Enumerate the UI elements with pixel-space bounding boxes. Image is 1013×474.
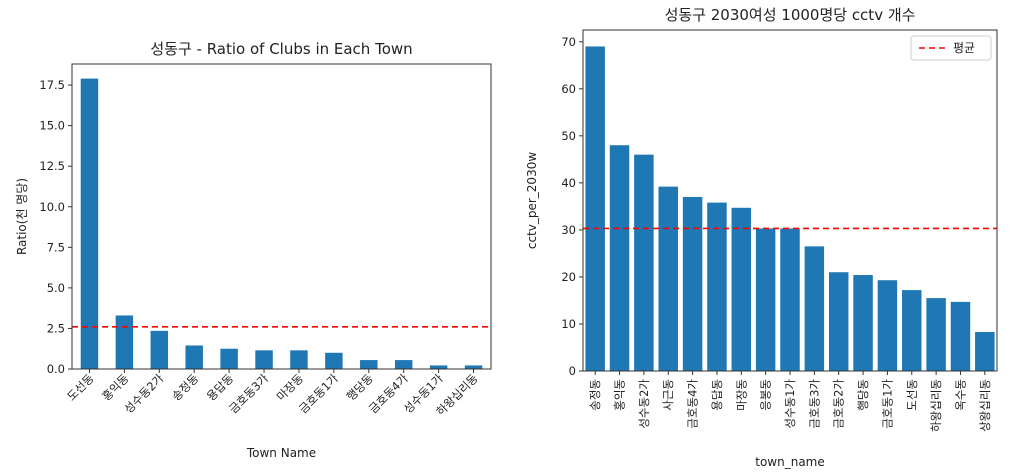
bar-금호동3가 [255, 350, 273, 369]
bar-용답동 [220, 348, 238, 369]
x-tick-label: 하왕십리동 [929, 379, 943, 432]
y-tick-label: 60 [561, 82, 576, 96]
y-tick-label: 30 [561, 223, 576, 237]
bar-금호동4가 [682, 196, 703, 371]
x-tick-label: 성수동2가 [637, 379, 651, 429]
bar-하왕십리동 [464, 365, 483, 369]
x-tick-label: 홍익동 [99, 371, 131, 403]
x-tick-label: 금호동3가 [807, 379, 821, 429]
y-tick-label: 5.0 [47, 281, 65, 295]
bar-용답동 [707, 202, 727, 371]
x-tick-label: 성수동2가 [121, 371, 166, 416]
y-tick-label: 0 [569, 364, 576, 378]
x-tick-label: 금호동2가 [832, 379, 846, 429]
bar-홍익동 [609, 145, 630, 371]
x-tick-label: 도선동 [64, 371, 96, 403]
y-tick-label: 17.5 [39, 78, 65, 92]
y-tick-label: 0.0 [47, 362, 65, 376]
club-ratio-chart: 성동구 - Ratio of Clubs in Each Town 0.0 2.5 5… [14, 40, 492, 460]
bar-행당동 [360, 360, 378, 369]
x-tick-label: 금호동3가 [226, 371, 271, 416]
bar-금호동1가 [325, 352, 343, 369]
y-tick-label: 70 [561, 35, 576, 49]
y-tick-label: 20 [561, 270, 576, 284]
y-axis-label: Ratio(천 명당) [14, 178, 29, 255]
y-tick-label: 40 [561, 176, 576, 190]
chart-title: 성동구 - Ratio of Clubs in Each Town [150, 40, 412, 58]
x-tick-label: 금호동4가 [686, 379, 700, 429]
bar-금호동3가 [804, 246, 825, 371]
y-tick-label: 15.0 [39, 119, 65, 133]
x-axis-label: Town Name [246, 446, 316, 460]
bar-금호동2가 [828, 272, 849, 371]
x-tick-label: 용답동 [204, 371, 236, 403]
bar-응봉동 [755, 228, 776, 371]
x-tick-label: 송정동 [588, 379, 602, 411]
y-tick-label: 12.5 [39, 159, 65, 173]
bar-마장동 [290, 350, 308, 369]
x-tick-label: 용답동 [710, 379, 724, 411]
bar-도선동 [902, 290, 922, 371]
x-tick-label: 마장동 [734, 379, 748, 411]
x-tick-label: 사근동 [661, 379, 675, 411]
bar-성수동1가 [780, 228, 800, 371]
y-tick-label: 2.5 [47, 321, 65, 335]
bar-금호동4가 [394, 360, 413, 369]
bar-하왕십리동 [926, 298, 946, 371]
bar-성수동1가 [429, 365, 448, 369]
x-tick-label: 성수동1가 [783, 379, 797, 429]
x-tick-label: 마장동 [274, 371, 306, 403]
legend-box [910, 35, 992, 61]
bar-마장동 [731, 207, 752, 371]
x-tick-label: 상왕십리동 [978, 379, 992, 432]
bar-도선동 [80, 78, 99, 369]
x-tick-label: 옥수동 [953, 379, 967, 411]
x-tick-label: 금호동1가 [880, 379, 894, 429]
cctv-ratio-chart: 성동구 2030여성 1000명당 cctv 개수 0 10 20 30 40 50 60 70… [525, 6, 998, 469]
bar-홍익동 [115, 315, 134, 369]
x-tick-label: 행당동 [344, 371, 376, 403]
y-tick-label: 10.0 [39, 200, 65, 214]
bar-행당동 [853, 275, 873, 371]
right-chart-panel: 성동구 2030여성 1000명당 cctv 개수 0 10 20 30 40 50 60 70… [505, 0, 1013, 470]
bar-성수동2가 [150, 330, 169, 369]
bar-상왕십리동 [975, 331, 995, 371]
bar-옥수동 [950, 301, 971, 371]
bar-금호동1가 [877, 280, 898, 371]
legend: 평균 [910, 35, 992, 61]
x-tick-label: 행당동 [856, 379, 870, 411]
y-tick-label: 10 [561, 317, 576, 331]
y-axis-label: cctv_per_2030w [525, 152, 539, 249]
x-axis-label: town_name [755, 455, 825, 469]
y-tick-label: 7.5 [47, 240, 65, 254]
x-tick-label: 금호동1가 [296, 371, 341, 416]
x-tick-label: 응봉동 [759, 379, 773, 411]
x-tick-label: 도선동 [905, 379, 919, 411]
chart-title: 성동구 2030여성 1000명당 cctv 개수 [665, 6, 916, 24]
bar-사근동 [658, 186, 678, 371]
bar-송정동 [585, 46, 605, 372]
y-tick-label: 50 [561, 129, 576, 143]
bar-성수동2가 [634, 154, 654, 371]
x-tick-label: 홍익동 [613, 379, 627, 411]
bar-송정동 [185, 345, 203, 369]
legend-label: 평균 [953, 41, 975, 55]
left-chart-panel: 성동구 - Ratio of Clubs in Each Town 0.0 2.5 5… [0, 0, 505, 470]
x-tick-label: 송정동 [169, 371, 201, 403]
plot-frame [71, 63, 492, 370]
